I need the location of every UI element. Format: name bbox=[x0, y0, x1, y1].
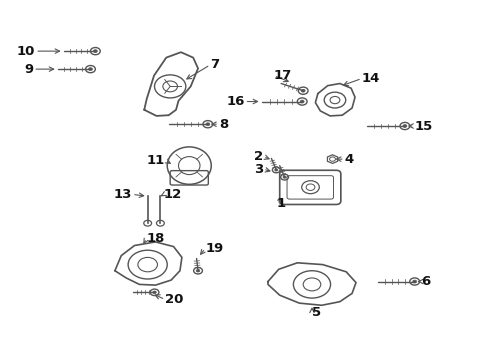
Circle shape bbox=[205, 123, 209, 126]
Text: 3: 3 bbox=[253, 163, 263, 176]
Text: 11: 11 bbox=[147, 154, 165, 167]
Text: 10: 10 bbox=[17, 45, 35, 58]
Circle shape bbox=[402, 125, 406, 127]
Text: 14: 14 bbox=[361, 72, 380, 85]
Text: 7: 7 bbox=[210, 58, 219, 71]
Text: 12: 12 bbox=[163, 188, 182, 201]
Circle shape bbox=[88, 68, 92, 71]
Circle shape bbox=[274, 169, 277, 171]
Circle shape bbox=[283, 176, 285, 178]
Circle shape bbox=[300, 100, 304, 103]
Text: 18: 18 bbox=[146, 232, 165, 245]
Text: 5: 5 bbox=[311, 306, 321, 319]
Text: 1: 1 bbox=[276, 197, 285, 210]
Text: 13: 13 bbox=[113, 188, 132, 201]
Text: 2: 2 bbox=[253, 150, 263, 163]
Text: 16: 16 bbox=[225, 95, 244, 108]
Text: 8: 8 bbox=[219, 118, 228, 131]
Circle shape bbox=[412, 280, 416, 283]
Text: 4: 4 bbox=[344, 153, 353, 166]
Circle shape bbox=[196, 269, 200, 272]
Text: 15: 15 bbox=[414, 120, 432, 132]
Text: 19: 19 bbox=[205, 242, 223, 255]
Circle shape bbox=[93, 50, 97, 53]
Circle shape bbox=[301, 89, 305, 92]
Text: 9: 9 bbox=[24, 63, 33, 76]
Text: 20: 20 bbox=[165, 293, 183, 306]
Text: 6: 6 bbox=[421, 275, 430, 288]
Circle shape bbox=[152, 291, 156, 294]
Text: 17: 17 bbox=[273, 69, 291, 82]
